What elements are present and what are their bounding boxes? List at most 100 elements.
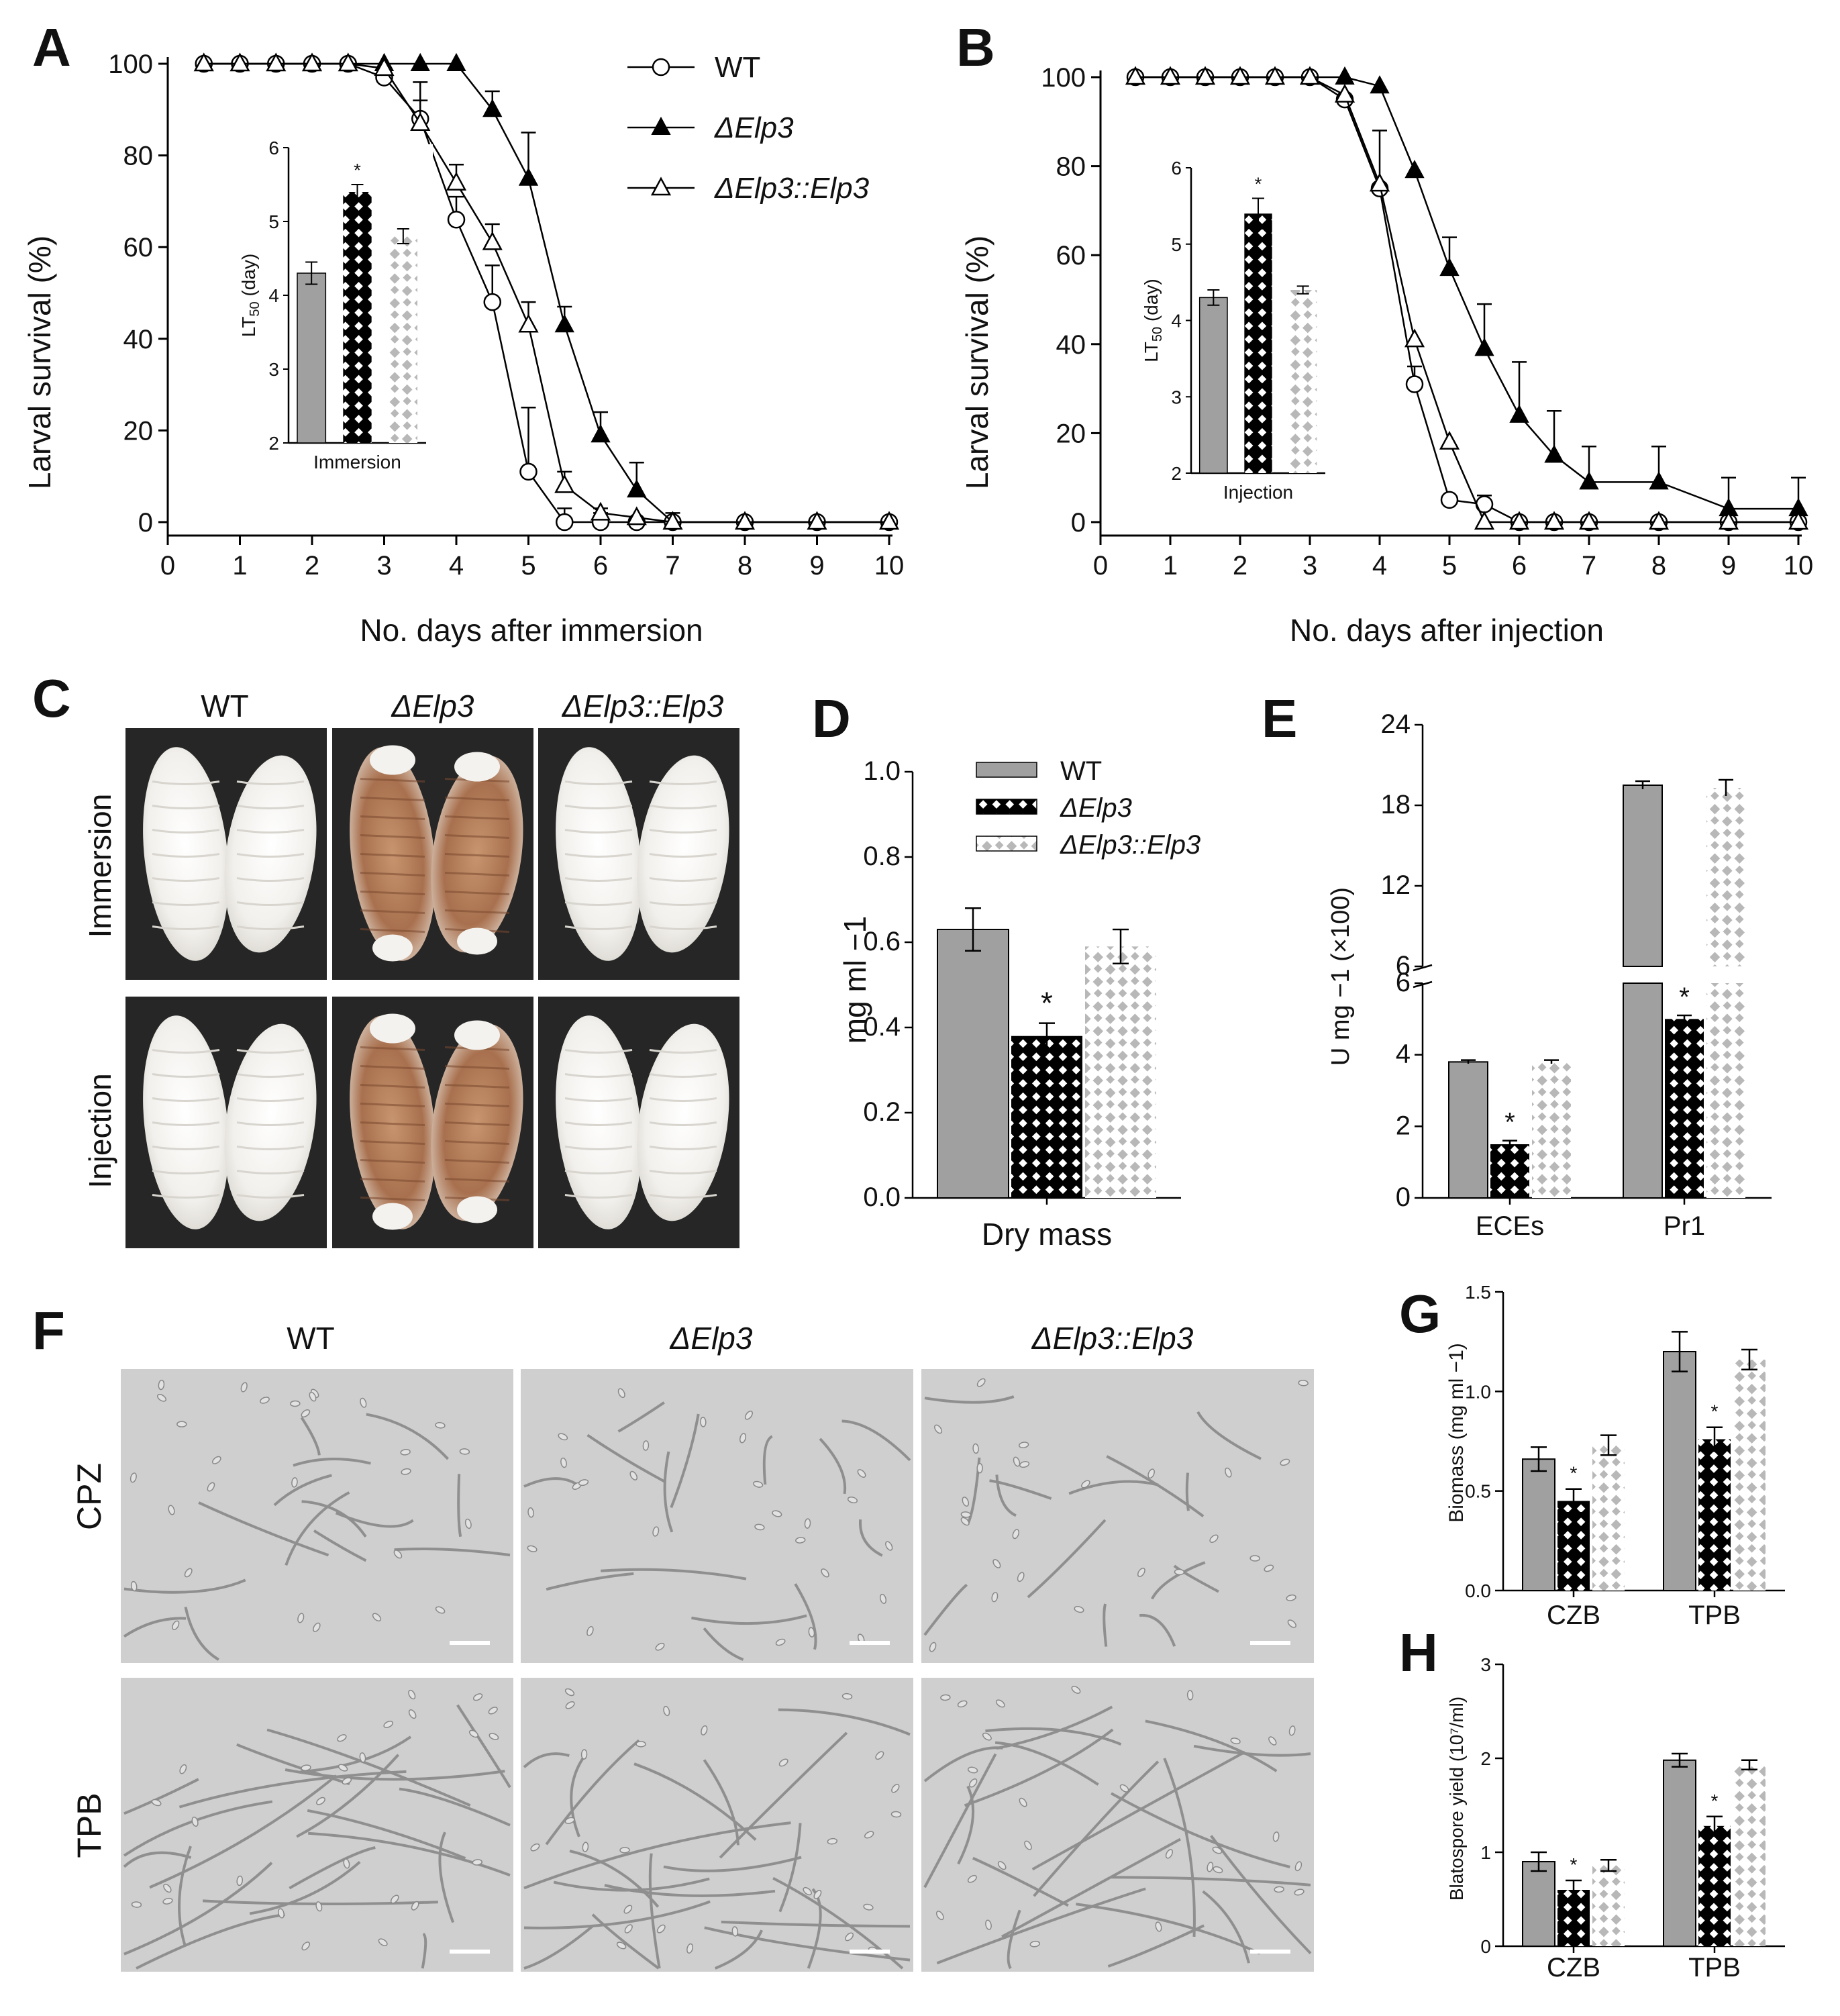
- y-tick-label: 2: [1480, 1748, 1491, 1769]
- x-tick-label: 5: [521, 551, 535, 581]
- inset-bar: [389, 236, 418, 443]
- panel-f-photos: [121, 1369, 1314, 1972]
- blastospore: [530, 1843, 540, 1852]
- blastospore: [875, 1751, 884, 1760]
- x-tick-label: 10: [874, 551, 905, 581]
- blastospore: [1019, 1461, 1030, 1468]
- inset-bar: [343, 192, 372, 443]
- blastospore: [1230, 1737, 1241, 1745]
- hypha: [149, 1774, 338, 1889]
- data-point: [193, 52, 214, 72]
- blastospore: [821, 1568, 829, 1578]
- y-tick-label: 3: [1480, 1654, 1491, 1675]
- hypha: [285, 1491, 350, 1566]
- blastospore: [1019, 1797, 1027, 1807]
- x-category-label: Dry mass: [982, 1217, 1112, 1252]
- panel-d-label: D: [812, 689, 851, 748]
- x-tick-label: 1: [1163, 551, 1178, 581]
- larva-fold: [649, 1146, 717, 1150]
- bar: [1085, 946, 1156, 1198]
- significance-marker: *: [1570, 1854, 1578, 1875]
- inset-significance: *: [354, 160, 361, 181]
- blastospore: [468, 1729, 478, 1738]
- hypha: [972, 1856, 1069, 1907]
- blastospore: [969, 1778, 978, 1788]
- blastospore: [642, 1440, 650, 1451]
- y-tick-label: 100: [108, 50, 153, 79]
- larva: [431, 1023, 523, 1221]
- data-point: [1578, 511, 1600, 530]
- larva-mycelium-tip: [454, 752, 500, 782]
- bar: [1698, 1439, 1731, 1591]
- larva-segment: [444, 797, 510, 801]
- panel-b-label: B: [956, 17, 995, 77]
- data-point: [482, 99, 503, 117]
- x-tick-label: 6: [593, 551, 608, 581]
- larva-segment: [360, 1103, 425, 1107]
- larva-fold: [152, 780, 220, 785]
- larva: [556, 1015, 642, 1229]
- larva-fold: [649, 780, 717, 785]
- larva-fold: [649, 1073, 717, 1078]
- larva-mycelium-tip: [372, 934, 413, 962]
- larva-fold: [564, 1121, 633, 1126]
- y-tick-label: 2: [1396, 1111, 1411, 1140]
- blastospore: [236, 1875, 244, 1886]
- data-point: [1718, 511, 1739, 530]
- bar: [1663, 1759, 1696, 1948]
- blastospore: [778, 1758, 788, 1767]
- larva-mycelium-tip: [370, 1013, 415, 1044]
- blastospore: [1268, 1736, 1277, 1746]
- panel-b-xlabel: No. days after injection: [1290, 613, 1604, 648]
- larva-fold: [649, 877, 717, 882]
- hypha: [1196, 1411, 1262, 1460]
- blastospore: [934, 1424, 943, 1434]
- inset-bar: [1198, 297, 1228, 474]
- blastospore: [1013, 1456, 1021, 1467]
- hypha: [670, 1413, 700, 1509]
- y-tick-label: 0.0: [1465, 1580, 1491, 1601]
- y-tick-label: 40: [123, 325, 154, 354]
- panel-b-chart: 0 20 40 60 80 100 0 1 2 3 4 5 6 7 8 9 10 2 3 4 5 6 * Injection L…: [1041, 63, 1813, 581]
- hypha: [296, 1754, 400, 1838]
- blastospore: [301, 1409, 311, 1418]
- blastospore: [130, 1580, 138, 1592]
- data-point: [447, 210, 466, 229]
- larva-segment: [444, 1084, 510, 1089]
- x-tick-label: 3: [1302, 551, 1317, 581]
- y-tick-label: 1.0: [863, 756, 901, 786]
- larva-fold: [152, 925, 220, 930]
- bar: [1665, 1019, 1704, 1198]
- hypha: [569, 1850, 660, 1908]
- blastospore: [1287, 1619, 1296, 1628]
- data-point: [662, 511, 683, 530]
- data-point: [1405, 375, 1424, 393]
- panel-g-ylabel: Biomass (mg ml −1): [1445, 1343, 1468, 1523]
- x-tick-label: 9: [1721, 551, 1736, 581]
- panel-c: C WT ΔElp3 ΔElp3::Elp3 Immersion Injecti…: [32, 668, 739, 1248]
- hypha: [794, 1583, 817, 1650]
- blastospore: [1074, 1606, 1084, 1613]
- bar: [1733, 1764, 1766, 1946]
- data-point: [518, 313, 539, 333]
- hypha: [178, 1770, 407, 1809]
- x-category-label: Pr1: [1664, 1211, 1705, 1241]
- blastospore: [960, 1511, 972, 1518]
- hypha: [923, 1746, 1003, 1782]
- hypha: [301, 1500, 367, 1538]
- larva-fold: [564, 877, 633, 882]
- blastospore: [976, 1463, 983, 1474]
- bar: [1011, 1036, 1082, 1198]
- larva-fold: [649, 925, 717, 930]
- hypha: [1007, 1909, 1021, 1970]
- bar: [1522, 1861, 1555, 1947]
- hypha: [663, 1451, 674, 1533]
- y-tick-label: 12: [1381, 870, 1411, 900]
- legend-swatch: [976, 799, 1037, 815]
- hypha: [203, 1899, 438, 1905]
- larva-fold: [564, 780, 633, 785]
- hypha: [523, 1925, 594, 1970]
- blastospore: [527, 1507, 534, 1518]
- larva-segment: [444, 853, 510, 858]
